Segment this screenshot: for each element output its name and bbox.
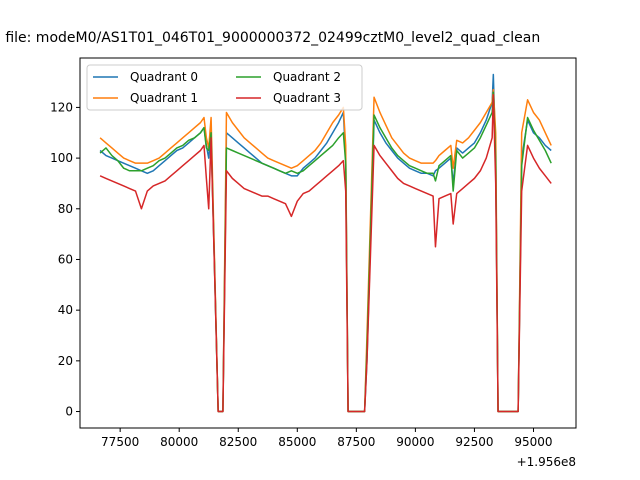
- x-tick-label: 90000: [396, 435, 434, 449]
- x-tick-label: 80000: [160, 435, 198, 449]
- series-line-quadrant-1: [99, 88, 552, 413]
- legend: Quadrant 0 Quadrant 1 Quadrant 2 Quadrant 3: [86, 64, 363, 111]
- series-layer: [99, 73, 552, 413]
- x-tick-label: 95000: [514, 435, 552, 449]
- series-line-quadrant-0: [99, 73, 552, 413]
- x-tick-label: 85000: [278, 435, 316, 449]
- legend-box: [86, 64, 363, 111]
- y-tick-label: 20: [58, 354, 73, 368]
- y-tick-label: 120: [50, 100, 73, 114]
- x-tick-label: 87500: [337, 435, 375, 449]
- chart-title: n file: modeM0/AS1T01_046T01_9000000372_…: [0, 30, 540, 46]
- y-tick-label: 80: [58, 202, 73, 216]
- y-tick-label: 0: [65, 405, 73, 419]
- y-tick-label: 100: [50, 151, 73, 165]
- x-axis: 77500 80000 82500 85000 87500 90000 92500 95000: [101, 428, 553, 449]
- legend-label-quadrant-1: Quadrant 1: [130, 91, 198, 105]
- x-offset-label: +1.956e8: [517, 455, 576, 469]
- legend-label-quadrant-3: Quadrant 3: [273, 91, 341, 105]
- series-line-quadrant-3: [99, 94, 552, 413]
- series-line-quadrant-2: [99, 91, 552, 413]
- legend-label-quadrant-2: Quadrant 2: [273, 70, 341, 84]
- y-tick-label: 40: [58, 303, 73, 317]
- x-tick-label: 77500: [101, 435, 139, 449]
- y-tick-label: 60: [58, 252, 73, 266]
- y-axis: 0 20 40 60 80 100 120: [50, 100, 80, 419]
- legend-label-quadrant-0: Quadrant 0: [130, 70, 198, 84]
- x-tick-label: 82500: [219, 435, 257, 449]
- plot-frame: [79, 57, 577, 429]
- x-tick-label: 92500: [455, 435, 493, 449]
